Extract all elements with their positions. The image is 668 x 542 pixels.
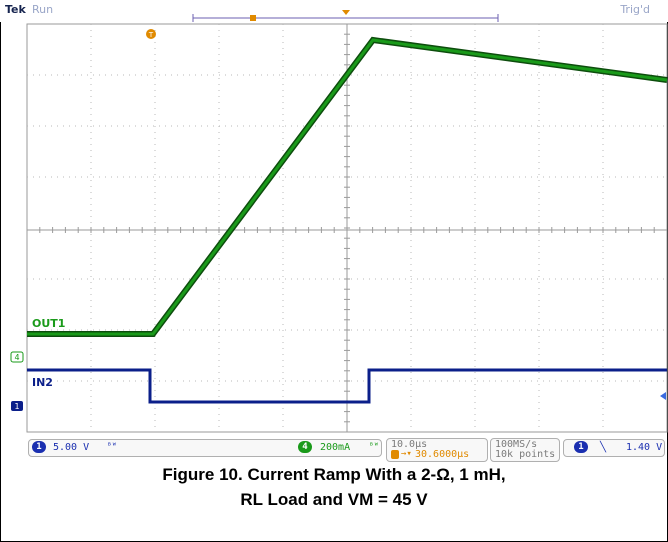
out1-trace [27, 38, 668, 336]
ch4-bandwidth-icon: ᴮᵂ [369, 441, 379, 450]
trigger-arrow-icon: →▾ [401, 449, 412, 459]
trigger-level-arrow [660, 392, 666, 400]
out1-label: OUT1 [32, 317, 65, 330]
figure-caption-line2: RL Load and VM = 45 V [240, 490, 428, 509]
trigger-panel[interactable]: 1 ╲ 1.40 V [563, 439, 665, 457]
vertical-settings-panel[interactable]: 1 5.00 V ᴮᵂ 4 200mA ᴮᵂ [28, 439, 382, 457]
scope-top-bar: Tek Run Trig'd [0, 0, 668, 22]
scope-status-bar: 1 5.00 V ᴮᵂ 4 200mA ᴮᵂ 10.0μs →▾ 30.6000… [0, 436, 668, 462]
trigger-position-value: 30.6000μs [415, 449, 470, 460]
axis-ticks [26, 23, 668, 433]
oscilloscope-screen: Tek Run Trig'd [0, 0, 668, 462]
trigger-slope-icon: ╲ [600, 442, 607, 453]
trigger-level: 1.40 V [626, 442, 663, 453]
brand-label: Tek [5, 3, 26, 16]
trigger-marker-label: T [148, 31, 154, 39]
figure-caption-line1: Figure 10. Current Ramp With a 2-Ω, 1 mH… [162, 465, 506, 484]
trigger-source-chip: 1 [574, 441, 588, 453]
record-trigger-marker [250, 15, 256, 21]
ch1-ground-marker[interactable] [11, 401, 23, 411]
in2-trace [27, 368, 667, 404]
ch4-chip: 4 [298, 441, 312, 453]
trigger-position-icon [391, 450, 399, 459]
ch1-chip: 1 [32, 441, 46, 453]
ch1-scale: 5.00 V [53, 442, 90, 453]
sample-rate: 100MS/s [495, 439, 538, 450]
trigger-position-arrow [342, 10, 350, 15]
ch4-ground-label: 4 [14, 353, 19, 362]
trigger-status: Trig'd [620, 3, 650, 16]
timebase-panel[interactable]: 10.0μs →▾ 30.6000μs [386, 438, 488, 462]
record-length: 10k points [495, 449, 556, 460]
ch1-bandwidth-icon: ᴮᵂ [107, 441, 117, 450]
ch4-ground-marker[interactable] [10, 351, 24, 363]
in2-label: IN2 [32, 376, 53, 389]
run-status: Run [32, 3, 54, 16]
trigger-marker-icon [146, 29, 156, 39]
acquisition-panel[interactable]: 100MS/s 10k points [490, 438, 560, 462]
ch4-scale: 200mA [320, 442, 351, 453]
ch1-ground-label: 1 [14, 402, 19, 411]
waveform-display: T OUT1 IN2 4 1 [10, 10, 668, 433]
timebase-value: 10.0μs [391, 439, 428, 450]
